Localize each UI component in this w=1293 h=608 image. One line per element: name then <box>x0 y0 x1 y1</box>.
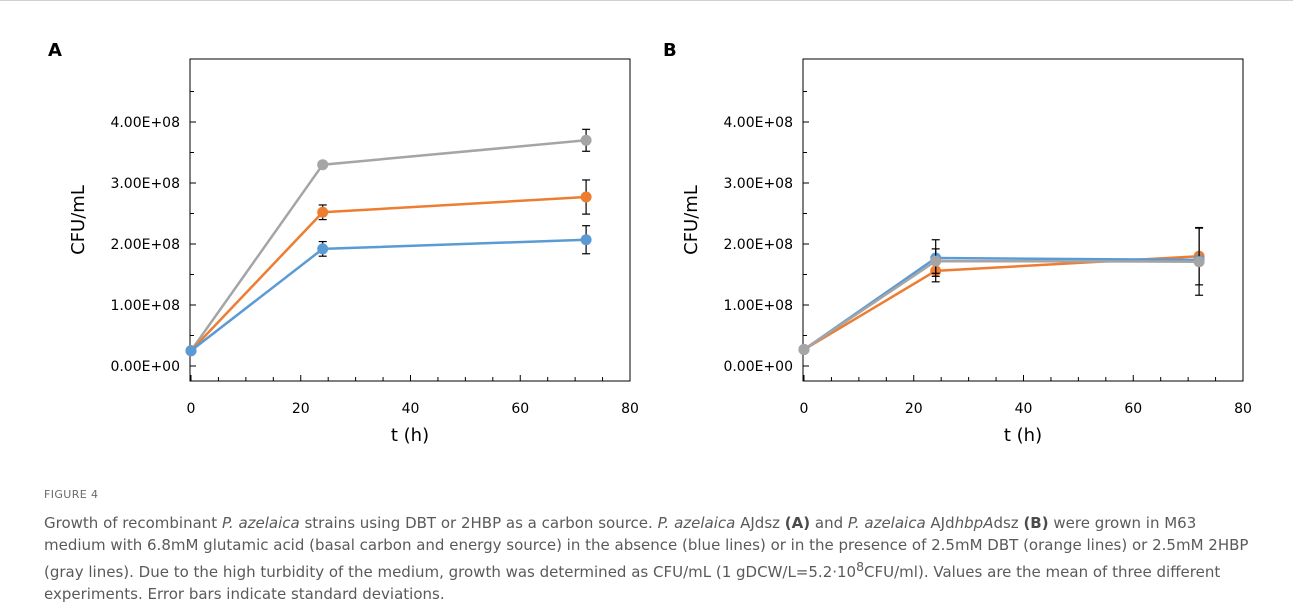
data-point <box>317 159 329 171</box>
x-axis-title: t (h) <box>391 425 429 446</box>
x-tick-label: 20 <box>292 401 310 417</box>
y-tick-label: 1.00E+08 <box>110 298 180 314</box>
y-tick-label: 0.00E+00 <box>110 359 180 375</box>
x-tick-label: 60 <box>1124 401 1142 417</box>
y-tick-label: 0.00E+00 <box>723 359 793 375</box>
y-tick-label: 3.00E+08 <box>110 176 180 192</box>
data-point <box>580 234 592 246</box>
data-point <box>317 243 329 255</box>
plot-area-border <box>189 58 631 382</box>
series-3 <box>185 225 592 357</box>
panel-letter: B <box>663 40 677 61</box>
y-tick-label: 4.00E+08 <box>110 115 180 131</box>
x-tick-label: 40 <box>1015 401 1033 417</box>
series-1 <box>798 226 1205 356</box>
chart-panel-a: A 0.00E+00 1.00E+08 2.00E+08 3.00E+08 4.00E+0… <box>48 40 639 446</box>
y-tick-label: 2.00E+08 <box>110 237 180 253</box>
data-point <box>317 206 329 218</box>
data-point <box>185 345 197 357</box>
series-2 <box>798 239 1205 356</box>
y-tick-label: 2.00E+08 <box>723 237 793 253</box>
series-2 <box>185 179 592 357</box>
series-line <box>803 259 1200 351</box>
figure-4-charts: A 0.00E+00 1.00E+08 2.00E+08 3.00E+08 4.00E+0… <box>48 40 1252 446</box>
figure-frame <box>0 0 1293 1</box>
figure-caption: FIGURE 4 Growth of recombinant P. azelai… <box>44 484 1254 605</box>
y-axis-title: CFU/mL <box>681 185 702 255</box>
x-tick-label: 20 <box>905 401 923 417</box>
series-line <box>190 238 587 352</box>
x-tick-label: 40 <box>402 401 420 417</box>
x-tick-label: 80 <box>621 401 639 417</box>
figure-label: FIGURE 4 <box>44 488 99 501</box>
x-tick-label: 60 <box>511 401 529 417</box>
caption-text: Growth of recombinant P. azelaica strain… <box>44 514 1249 603</box>
series-3 <box>798 227 1205 356</box>
y-tick-label: 4.00E+08 <box>723 115 793 131</box>
y-tick-label: 3.00E+08 <box>723 176 793 192</box>
data-point <box>930 255 942 267</box>
x-tick-label: 0 <box>800 401 809 417</box>
series-line <box>190 195 587 352</box>
data-point <box>1193 256 1205 268</box>
x-tick-label: 0 <box>187 401 196 417</box>
panel-letter: A <box>48 40 62 61</box>
data-point <box>580 191 592 203</box>
plot-area-border <box>802 58 1244 382</box>
y-tick-label: 1.00E+08 <box>723 298 793 314</box>
data-point <box>580 134 592 146</box>
series-line <box>803 256 1200 351</box>
chart-panel-b: B 0.00E+00 1.00E+08 2.00E+08 3.00E+08 4.00E+0… <box>663 40 1252 446</box>
data-point <box>798 344 810 356</box>
y-axis-title: CFU/mL <box>68 185 89 255</box>
series-line <box>803 254 1200 351</box>
x-axis-title: t (h) <box>1004 425 1042 446</box>
x-tick-label: 80 <box>1234 401 1252 417</box>
